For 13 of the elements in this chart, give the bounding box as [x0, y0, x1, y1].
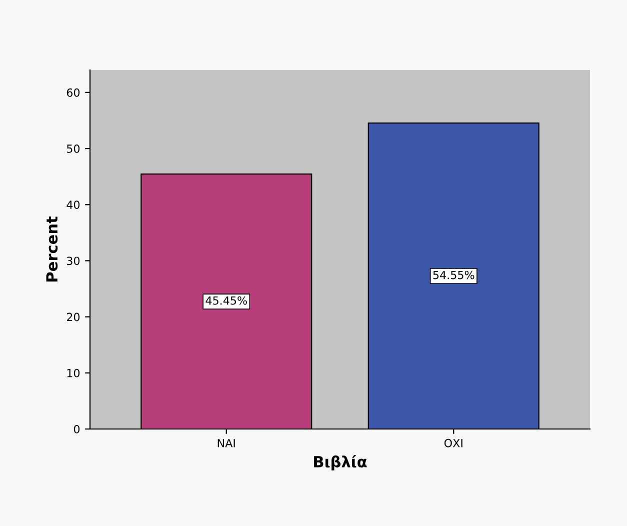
y-tick-label: 50 — [66, 144, 80, 153]
x-axis-title: Βιβλία — [314, 455, 367, 470]
x-tick-label: ΟΧΙ — [444, 438, 462, 448]
y-tick-label: 40 — [66, 200, 80, 210]
y-tick-label: 20 — [66, 312, 80, 322]
y-tick-label: 60 — [66, 88, 80, 97]
y-axis-title: Percent — [46, 216, 58, 282]
data-label: 54.55% — [433, 270, 474, 280]
y-tick-label: 0 — [74, 424, 80, 434]
y-tick-label: 30 — [66, 256, 80, 266]
y-tick-label: 10 — [67, 368, 80, 378]
x-tick-label: ΝΑΙ — [218, 439, 235, 448]
data-label: 45.45% — [206, 296, 247, 305]
